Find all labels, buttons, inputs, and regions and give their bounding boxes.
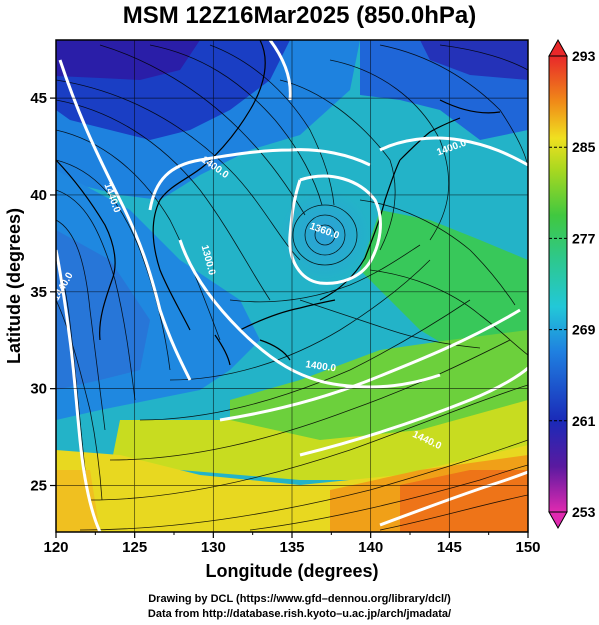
contour-label: 1400.0 — [305, 359, 337, 374]
colorbar-tick-label: 293 — [572, 48, 596, 64]
x-tick-label: 120 — [43, 539, 68, 556]
x-tick-label: 135 — [279, 539, 304, 556]
y-axis-ticks: 25 30 35 40 45 — [30, 90, 56, 495]
streamlines — [56, 44, 528, 531]
colorbar: 293 285 277 269 261 253 — [548, 38, 596, 530]
x-tick-label: 125 — [122, 539, 147, 556]
colorbar-tick-label: 253 — [572, 504, 596, 520]
colorbar-max-arrow — [548, 38, 568, 57]
colorbar-tick-label: 277 — [572, 230, 596, 246]
y-tick-label: 30 — [30, 381, 47, 398]
x-tick-label: 150 — [515, 539, 540, 556]
credits-data-source: Data from http://database.rish.kyoto–u.a… — [147, 608, 452, 620]
y-tick-label: 35 — [30, 284, 47, 301]
colorbar-scale — [548, 55, 568, 513]
x-tick-label: 140 — [358, 539, 383, 556]
x-axis-label: Longitude (degrees) — [205, 561, 378, 581]
x-tick-label: 145 — [437, 539, 462, 556]
y-tick-label: 45 — [30, 90, 47, 107]
y-axis-label: Latitude (degrees) — [4, 208, 24, 364]
credits: Drawing by DCL (https://www.gfd–dennou.o… — [0, 592, 599, 622]
colorbar-tick-label: 269 — [572, 322, 596, 338]
x-tick-label: 130 — [201, 539, 226, 556]
colorbar-min-arrow — [548, 511, 568, 530]
map-title: MSM 12Z16Mar2025 (850.0hPa) — [122, 2, 477, 29]
lat-lon-grid — [56, 40, 528, 532]
y-tick-label: 40 — [30, 187, 47, 204]
y-tick-label: 25 — [30, 478, 47, 495]
credits-drawing: Drawing by DCL (https://www.gfd–dennou.o… — [148, 593, 451, 605]
colorbar-tick-label: 285 — [572, 139, 596, 155]
height-contours — [56, 40, 528, 532]
x-axis-ticks: 120 125 130 135 140 145 150 — [43, 532, 541, 556]
colorbar-tick-label: 261 — [572, 413, 596, 429]
